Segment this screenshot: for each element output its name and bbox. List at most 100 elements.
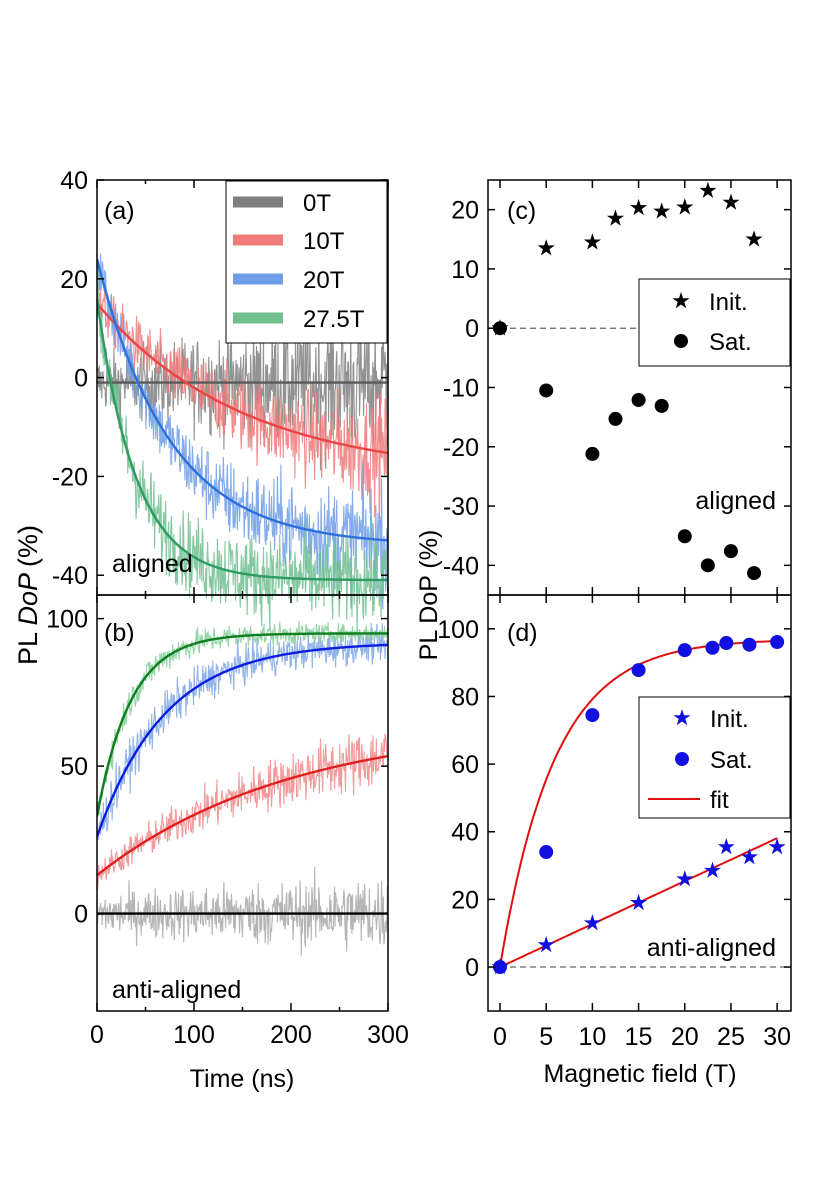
panel-c-point-init — [583, 233, 601, 250]
panel-d-xtick-label: 25 — [717, 1023, 745, 1051]
panel-a-ytick-label: -40 — [52, 562, 88, 590]
panel-a-ytick-label: 0 — [74, 365, 88, 393]
panel-d-ytick-label: 0 — [465, 954, 479, 982]
panel-a-trace-10T — [97, 288, 388, 520]
panel-d-point-sat — [705, 640, 720, 655]
panel-b-fit-27-5T — [97, 632, 388, 817]
panel-d-point-init — [740, 848, 758, 865]
panel-c-label: (c) — [507, 197, 536, 225]
panel-d-point-sat — [539, 845, 554, 860]
panel-d-xtick-label: 5 — [539, 1023, 553, 1051]
panel-c-point-sat — [608, 411, 623, 426]
panel-b-plot-area — [97, 620, 388, 956]
legend-d: Init. Sat. fit — [638, 696, 791, 819]
panel-c-ytick-label: -40 — [443, 552, 479, 580]
legend-d-label-sat: Sat. — [710, 747, 753, 774]
panel-d-point-init — [703, 861, 722, 878]
panel-d-point-sat — [585, 708, 600, 723]
panel-d-ytick-label: 40 — [451, 819, 479, 847]
panel-d-point-sat — [719, 636, 734, 651]
panel-b-ytick-label: 50 — [60, 753, 88, 781]
panel-b-ytick-label: 0 — [74, 901, 88, 929]
panel-b-trace-0T — [97, 867, 388, 956]
panel-b-annotation: anti-aligned — [112, 976, 241, 1004]
legend-c-box — [638, 278, 791, 367]
panel-d-point-init — [537, 936, 555, 953]
panel-d-xtick-label: 10 — [578, 1023, 606, 1051]
legend-a-label-27-5T: 27.5T — [303, 306, 365, 333]
panel-c-ytick-label: -10 — [443, 375, 479, 403]
panel-d-point-init — [717, 838, 735, 855]
panel-a-fit-20T — [97, 258, 388, 542]
panel-d-xtick-label: 15 — [625, 1023, 653, 1051]
panel-c-point-sat — [654, 398, 669, 413]
panel-b-xtick-label: 200 — [270, 1021, 312, 1049]
panel-b-trace-20T — [97, 623, 388, 841]
panel-d-ytick-label: 100 — [437, 616, 479, 644]
panel-b-xtick-label: 100 — [173, 1021, 215, 1049]
panel-d-point-sat — [742, 637, 757, 652]
panel-c-point-init — [630, 198, 648, 216]
panel-a-label: (a) — [104, 197, 135, 225]
panel-c-point-sat — [493, 321, 508, 336]
panel-c-point-init — [676, 198, 694, 215]
left-x-axis-label: Time (ns) — [190, 1065, 295, 1093]
legend-c-marker-sat — [674, 334, 688, 348]
panel-d-ytick-label: 80 — [451, 683, 479, 711]
panel-c-frame — [487, 179, 792, 596]
panel-c-ytick-label: -20 — [443, 434, 479, 462]
panel-a-fit-10T — [97, 302, 388, 455]
panel-a-ytick-label: 40 — [60, 167, 88, 195]
right-x-axis-label: Magnetic field (T) — [543, 1060, 736, 1088]
panel-c-ytick-label: -30 — [443, 493, 479, 521]
panel-d-point-sat — [677, 643, 692, 658]
panel-c-point-init — [653, 202, 671, 219]
panel-b-xtick-label: 300 — [367, 1021, 409, 1049]
panel-d-label: (d) — [507, 619, 538, 647]
legend-c-label-sat: Sat. — [709, 329, 752, 356]
legend-c-label-init: Init. — [709, 289, 748, 316]
panel-c-point-sat — [631, 392, 646, 407]
panel-c-point-sat — [585, 446, 600, 461]
panel-a-annotation: aligned — [112, 550, 193, 578]
panel-d-ytick-label: 20 — [451, 886, 479, 914]
panel-b-frame — [96, 594, 389, 1012]
panel-c-ytick-label: 0 — [465, 315, 479, 343]
panel-b-fit-20T — [97, 643, 388, 838]
panel-c-point-init — [745, 230, 763, 247]
right-y-axis-label: PL DoP (%) — [415, 530, 443, 661]
panel-d-plot-area — [491, 635, 791, 975]
panel-c-point-init — [606, 209, 625, 226]
panel-d-annotation: anti-aligned — [647, 934, 776, 962]
panel-d-ytick-label: 60 — [451, 751, 479, 779]
panel-d-point-sat — [631, 663, 646, 678]
panel-c-point-init — [537, 239, 555, 256]
panel-c-point-sat — [747, 566, 762, 581]
panel-c-point-sat — [539, 383, 554, 398]
panel-d-xtick-label: 0 — [493, 1023, 507, 1051]
legend-a-label-20T: 20T — [303, 267, 345, 294]
panel-c-annotation: aligned — [695, 487, 776, 515]
panel-c-plot-area — [491, 181, 791, 581]
panel-a-plot-area — [97, 253, 388, 637]
panel-c-ytick-label: 10 — [451, 256, 479, 284]
panel-b-xtick-label: 0 — [90, 1021, 104, 1049]
panel-b-trace-10T — [97, 733, 388, 890]
panel-a-ytick-label: -20 — [52, 463, 88, 491]
panel-d-point-sat — [493, 960, 508, 975]
panel-c-point-init — [722, 193, 740, 210]
legend-d-label-fit: fit — [710, 787, 729, 814]
legend-d-marker-sat — [675, 752, 689, 766]
left-y-axis-label: PL DoP(%) — [13, 525, 43, 665]
legend-d-box — [638, 696, 791, 819]
legend-a-label-0T: 0T — [303, 190, 331, 217]
panel-c-point-sat — [700, 558, 715, 573]
legend-a-label-10T: 10T — [303, 228, 345, 255]
panel-a-fit-27-5T — [97, 298, 388, 582]
panel-c-ytick-label: 20 — [451, 197, 479, 225]
panel-b-fit-10T — [97, 754, 388, 877]
legend-d-label-init: Init. — [710, 706, 749, 733]
panel-a-ytick-label: 20 — [60, 266, 88, 294]
